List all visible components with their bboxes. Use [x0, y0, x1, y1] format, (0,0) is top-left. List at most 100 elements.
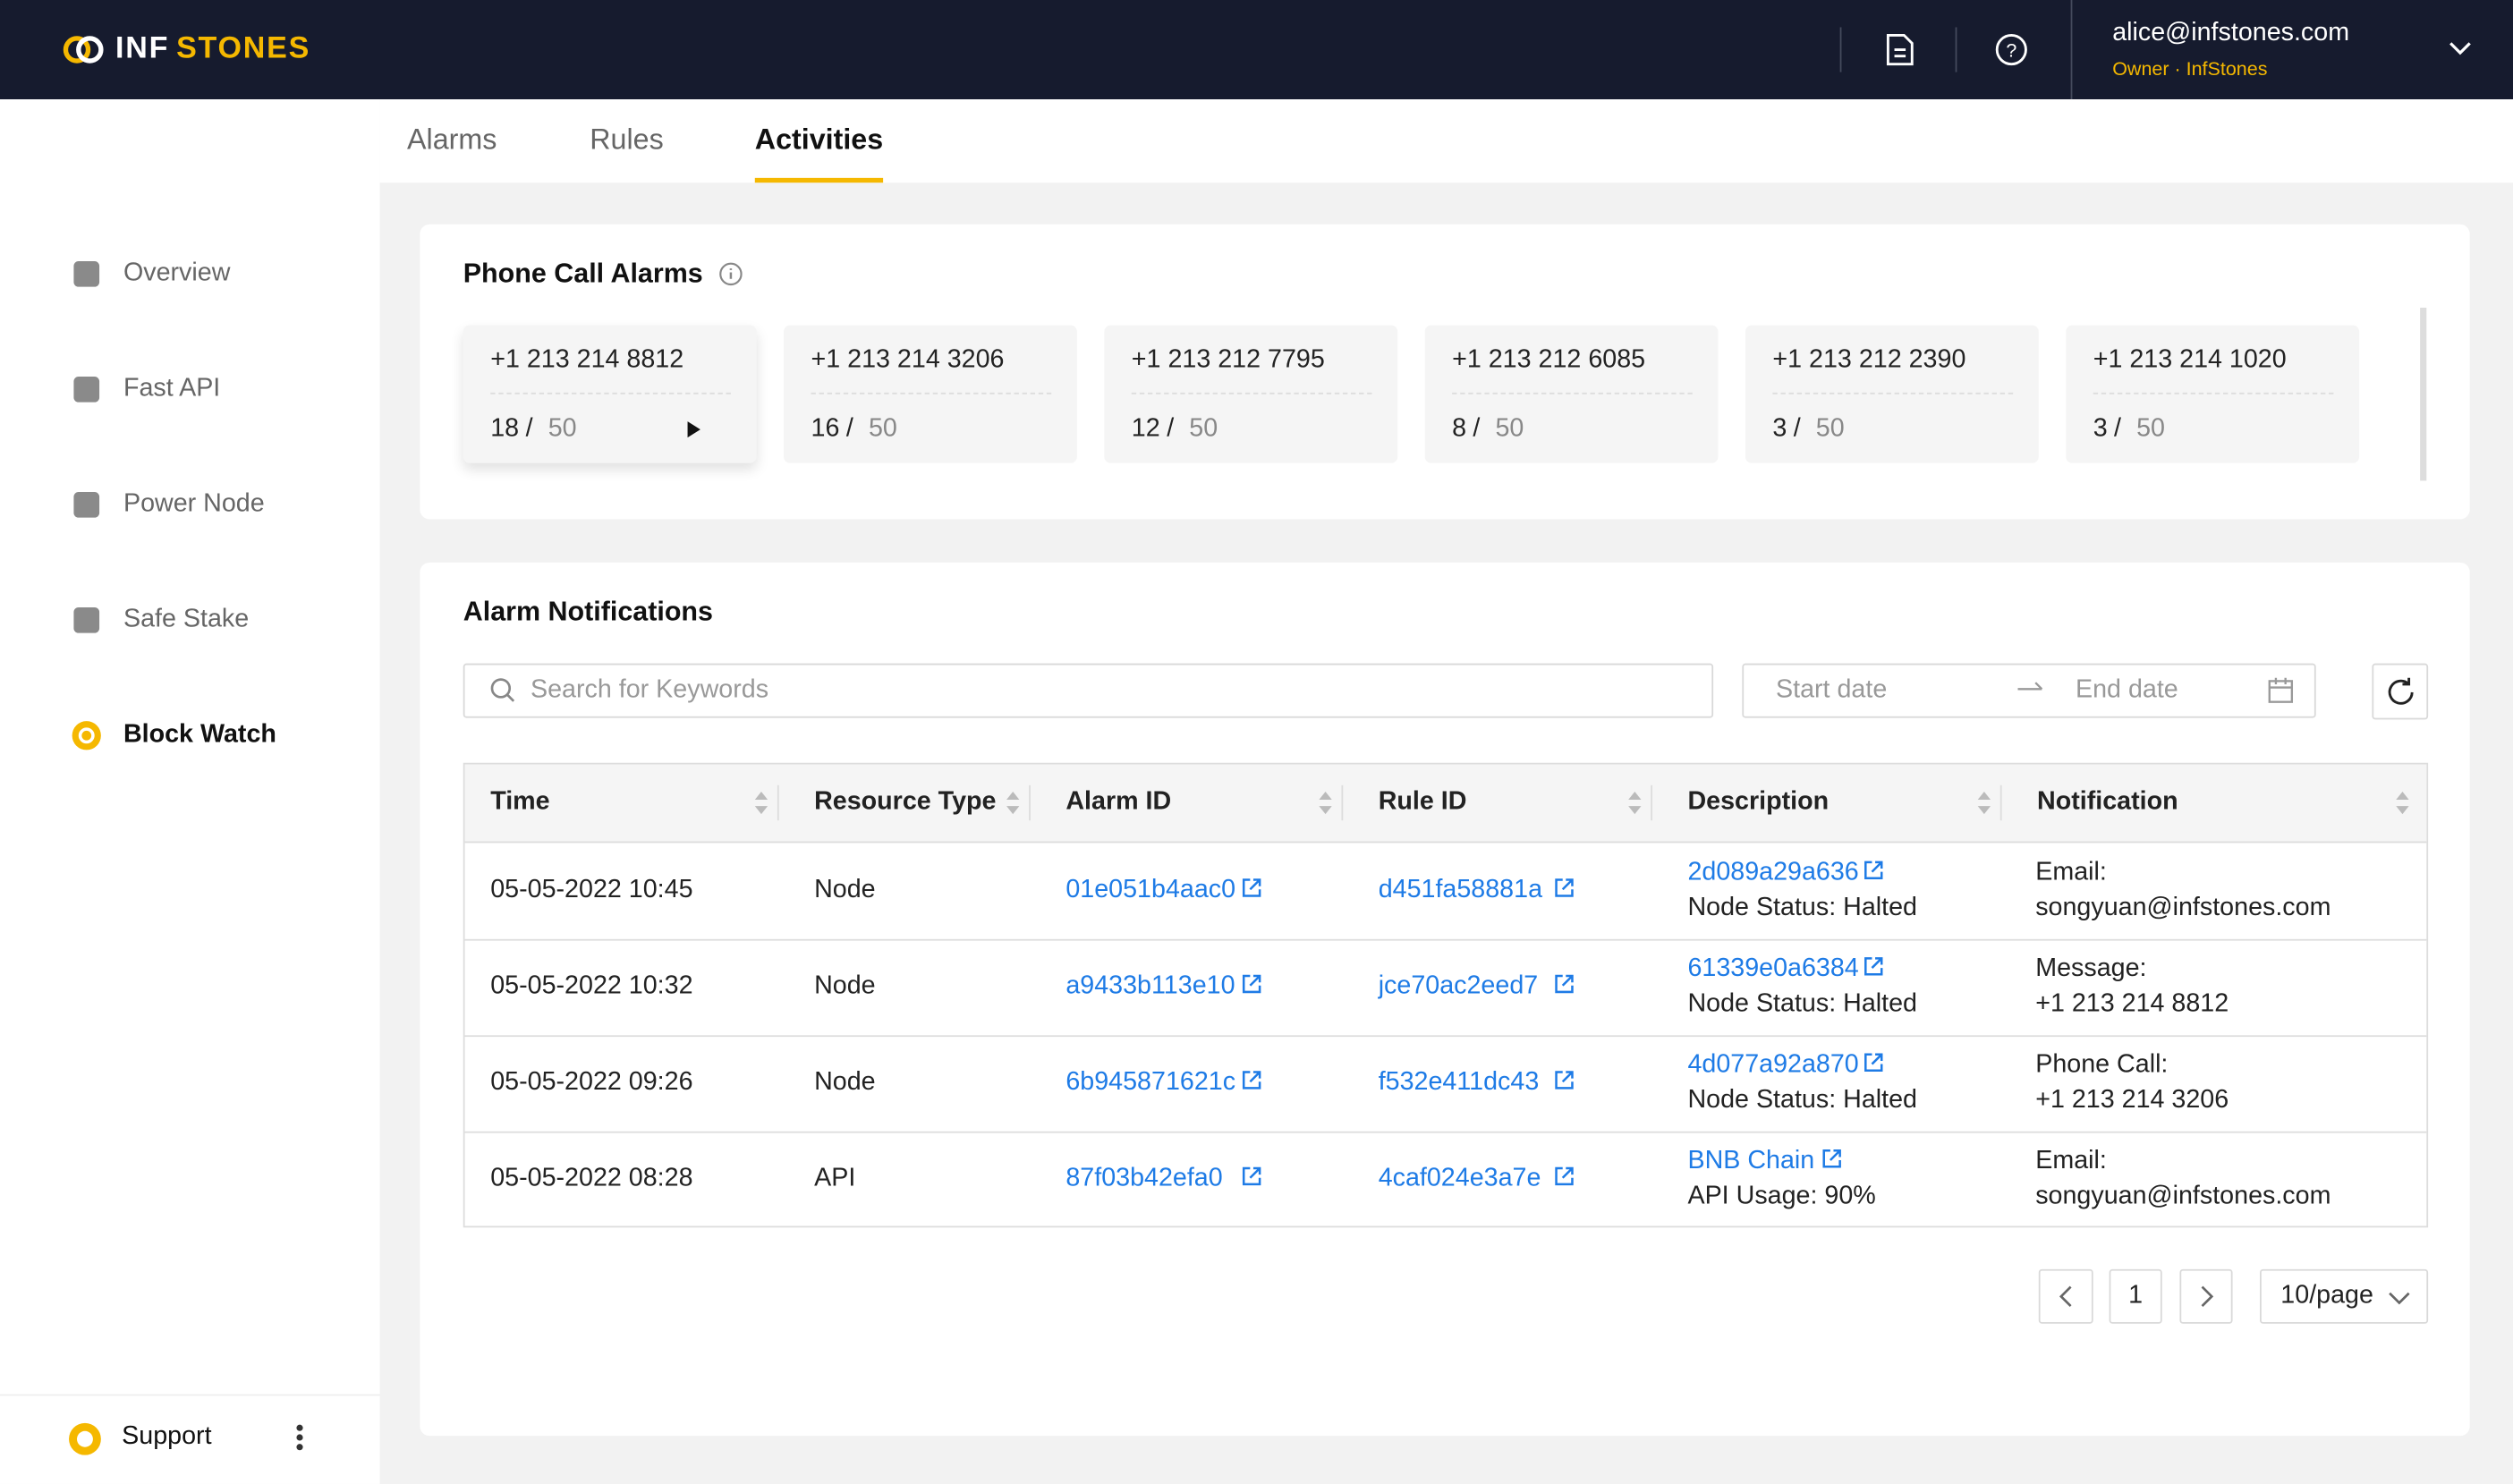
alarm-count: 12: [1132, 413, 1160, 445]
description-text: Node Status: Halted: [1687, 1085, 1917, 1117]
description-link[interactable]: 2d089a29a636: [1687, 857, 1858, 889]
card-divider: [1132, 393, 1372, 394]
row-divider: [465, 1035, 2427, 1037]
alarm-limit: 50: [1816, 413, 1845, 445]
description-text: Node Status: Halted: [1687, 893, 1917, 925]
notification-target: +1 213 214 3206: [2035, 1085, 2229, 1117]
alarm-count: 3: [2093, 413, 2108, 445]
nav-item[interactable]: Fast API: [123, 373, 220, 405]
tab-underline: [755, 178, 883, 182]
nav-item[interactable]: Overview: [123, 258, 230, 290]
help-icon[interactable]: ?: [1994, 32, 2029, 67]
page-size: 10/page: [2280, 1280, 2373, 1312]
nav-icon: [71, 258, 103, 290]
external-link-icon: [1241, 972, 1263, 995]
column-header: Alarm ID: [1065, 787, 1171, 819]
card-divider: [2093, 393, 2334, 394]
sort-icon: [753, 788, 769, 817]
calendar-icon: [2266, 676, 2295, 705]
notification-type: Message:: [2035, 954, 2146, 986]
sort-icon: [1976, 788, 1992, 817]
alarm-count: 3: [1772, 413, 1787, 445]
phone-number: +1 213 214 8812: [490, 344, 683, 377]
alarm-limit: 50: [2136, 413, 2165, 445]
column-divider: [1651, 785, 1652, 820]
external-link-icon: [1553, 877, 1575, 899]
phone-card[interactable]: +1 213 212 779512/50: [1104, 326, 1397, 463]
count-separator: /: [526, 413, 533, 445]
description-link[interactable]: 61339e0a6384: [1687, 954, 1858, 986]
nav-item[interactable]: Block Watch: [123, 719, 276, 751]
page-number: 1: [2128, 1280, 2143, 1312]
sidebar: [0, 99, 380, 1484]
description-link[interactable]: 4d077a92a870: [1687, 1049, 1858, 1081]
sort-icon: [1626, 788, 1643, 817]
rule-id-link[interactable]: 4caf024e3a7e: [1379, 1164, 1541, 1196]
docs-icon[interactable]: [1881, 32, 1916, 67]
time-cell: 05-05-2022 08:28: [490, 1164, 692, 1196]
nav-item[interactable]: Safe Stake: [123, 604, 249, 636]
count-separator: /: [1473, 413, 1480, 445]
phone-card[interactable]: +1 213 212 23903/50: [1745, 326, 2039, 463]
search-icon: [488, 676, 517, 705]
refresh-icon: [2383, 674, 2418, 709]
column-header: Rule ID: [1379, 787, 1467, 819]
user-menu-caret[interactable]: [2449, 40, 2471, 56]
chevron-right: [2197, 1285, 2216, 1308]
sort-icon: [1005, 788, 1021, 817]
alarm-id-link[interactable]: 87f03b42efa0: [1065, 1164, 1222, 1196]
phone-card[interactable]: +1 213 214 10203/50: [2066, 326, 2359, 463]
external-link-icon: [1553, 972, 1575, 995]
alarm-id-link[interactable]: 01e051b4aac0: [1065, 875, 1235, 907]
logo-icon: [61, 27, 106, 72]
phone-number: +1 213 212 6085: [1452, 344, 1645, 377]
svg-text:?: ?: [2006, 40, 2016, 62]
notification-type: Email:: [2035, 1146, 2107, 1178]
external-link-icon: [1863, 1051, 1885, 1073]
tab[interactable]: Rules: [590, 123, 663, 156]
resource-type-cell: Node: [814, 875, 876, 907]
alarm-id-link[interactable]: 6b945871621c: [1065, 1067, 1235, 1099]
phone-number: +1 213 212 7795: [1132, 344, 1325, 377]
tab[interactable]: Alarms: [407, 123, 497, 156]
start-date: Start date: [1776, 674, 1887, 707]
phone-card[interactable]: +1 213 212 6085 8/ 50: [1425, 326, 1719, 463]
count-separator: /: [2114, 413, 2121, 445]
count-separator: /: [1794, 413, 1801, 445]
notification-target: songyuan@infstones.com: [2035, 893, 2330, 925]
column-header: Notification: [2037, 787, 2178, 819]
brand-stones: STONES: [176, 34, 310, 66]
divider: [2071, 0, 2073, 99]
support-link[interactable]: Support: [122, 1421, 211, 1454]
sort-icon: [1318, 788, 1334, 817]
row-divider: [465, 939, 2427, 941]
column-divider: [2000, 785, 2002, 820]
alarm-id-link[interactable]: a9433b113e10: [1065, 971, 1235, 1004]
external-link-icon: [1553, 1069, 1575, 1091]
external-link-icon: [1241, 1069, 1263, 1091]
brand-inf: INF: [115, 34, 169, 66]
time-cell: 05-05-2022 09:26: [490, 1067, 692, 1099]
tab[interactable]: Activities: [755, 123, 883, 156]
rule-id-link[interactable]: d451fa58881a: [1379, 875, 1542, 907]
phone-card[interactable]: +1 213 214 881218/50: [463, 326, 757, 463]
column-header: Time: [490, 787, 549, 819]
external-link-icon: [1821, 1148, 1844, 1170]
alarm-count: 8: [1452, 413, 1466, 445]
description-link[interactable]: BNB Chain: [1687, 1146, 1814, 1178]
alarm-limit: 50: [1495, 413, 1524, 445]
card-divider: [811, 393, 1051, 394]
count-separator: /: [1167, 413, 1174, 445]
phone-card[interactable]: +1 213 214 320616/50: [784, 326, 1077, 463]
card-divider: [490, 393, 731, 394]
rule-id-link[interactable]: jce70ac2eed7: [1379, 971, 1539, 1004]
row-divider: [465, 1132, 2427, 1133]
time-cell: 05-05-2022 10:45: [490, 875, 692, 907]
alarm-limit: 50: [548, 413, 577, 445]
alarm-count: 16: [811, 413, 839, 445]
chevron-left: [2056, 1285, 2075, 1308]
nav-item[interactable]: Power Node: [123, 488, 265, 521]
rule-id-link[interactable]: f532e411dc43: [1379, 1067, 1540, 1099]
tab-bar: [380, 99, 2513, 182]
time-cell: 05-05-2022 10:32: [490, 971, 692, 1004]
